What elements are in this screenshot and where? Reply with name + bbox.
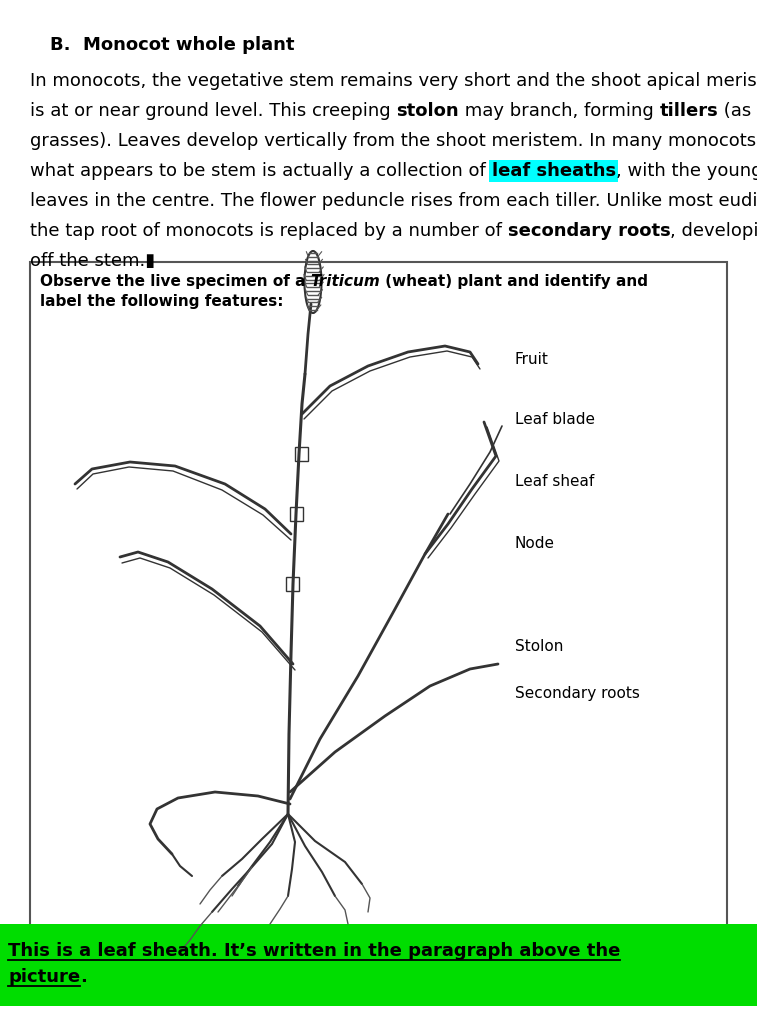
Text: is at or near ground level. This creeping: is at or near ground level. This creepin…: [30, 102, 397, 120]
Text: Leaf blade: Leaf blade: [515, 412, 595, 427]
Bar: [295, 447, 308, 461]
Text: Observe the live specimen of a: Observe the live specimen of a: [40, 274, 311, 289]
Text: Leaf sheaf: Leaf sheaf: [515, 474, 594, 489]
Text: Fruit: Fruit: [515, 352, 549, 367]
Text: Secondary roots: Secondary roots: [515, 686, 640, 701]
Bar: [290, 507, 303, 521]
Text: (as in: (as in: [718, 102, 757, 120]
Text: , with the youngest: , with the youngest: [615, 162, 757, 180]
Text: label the following features:: label the following features:: [40, 294, 284, 309]
Bar: [286, 577, 299, 591]
Text: This is a leaf sheath. It’s written in the paragraph above the: This is a leaf sheath. It’s written in t…: [8, 942, 621, 961]
Text: Stolon: Stolon: [515, 639, 563, 654]
Text: the tap root of monocots is replaced by a number of: the tap root of monocots is replaced by …: [30, 222, 508, 240]
Text: In monocots, the vegetative stem remains very short and the shoot apical meriste: In monocots, the vegetative stem remains…: [30, 72, 757, 90]
Text: picture: picture: [8, 968, 80, 986]
Text: Triticum: Triticum: [311, 274, 381, 289]
Bar: [0, 924, 757, 1006]
Text: .: .: [80, 968, 87, 986]
Text: stolon: stolon: [397, 102, 459, 120]
Bar: [30, 262, 727, 932]
Text: may branch, forming: may branch, forming: [459, 102, 659, 120]
Text: leaf sheaths: leaf sheaths: [491, 162, 615, 180]
Text: off the stem.▮: off the stem.▮: [30, 252, 155, 270]
Text: (wheat) plant and identify and: (wheat) plant and identify and: [381, 274, 649, 289]
Text: tillers: tillers: [659, 102, 718, 120]
Text: , developing: , developing: [671, 222, 757, 240]
Text: Node: Node: [515, 536, 555, 551]
Text: secondary roots: secondary roots: [508, 222, 671, 240]
Text: B.  Monocot whole plant: B. Monocot whole plant: [50, 36, 294, 54]
Text: leaves in the centre. The flower peduncle rises from each tiller. Unlike most eu: leaves in the centre. The flower peduncl…: [30, 193, 757, 210]
Text: grasses). Leaves develop vertically from the shoot meristem. In many monocots,: grasses). Leaves develop vertically from…: [30, 132, 757, 150]
Text: what appears to be stem is actually a collection of: what appears to be stem is actually a co…: [30, 162, 491, 180]
